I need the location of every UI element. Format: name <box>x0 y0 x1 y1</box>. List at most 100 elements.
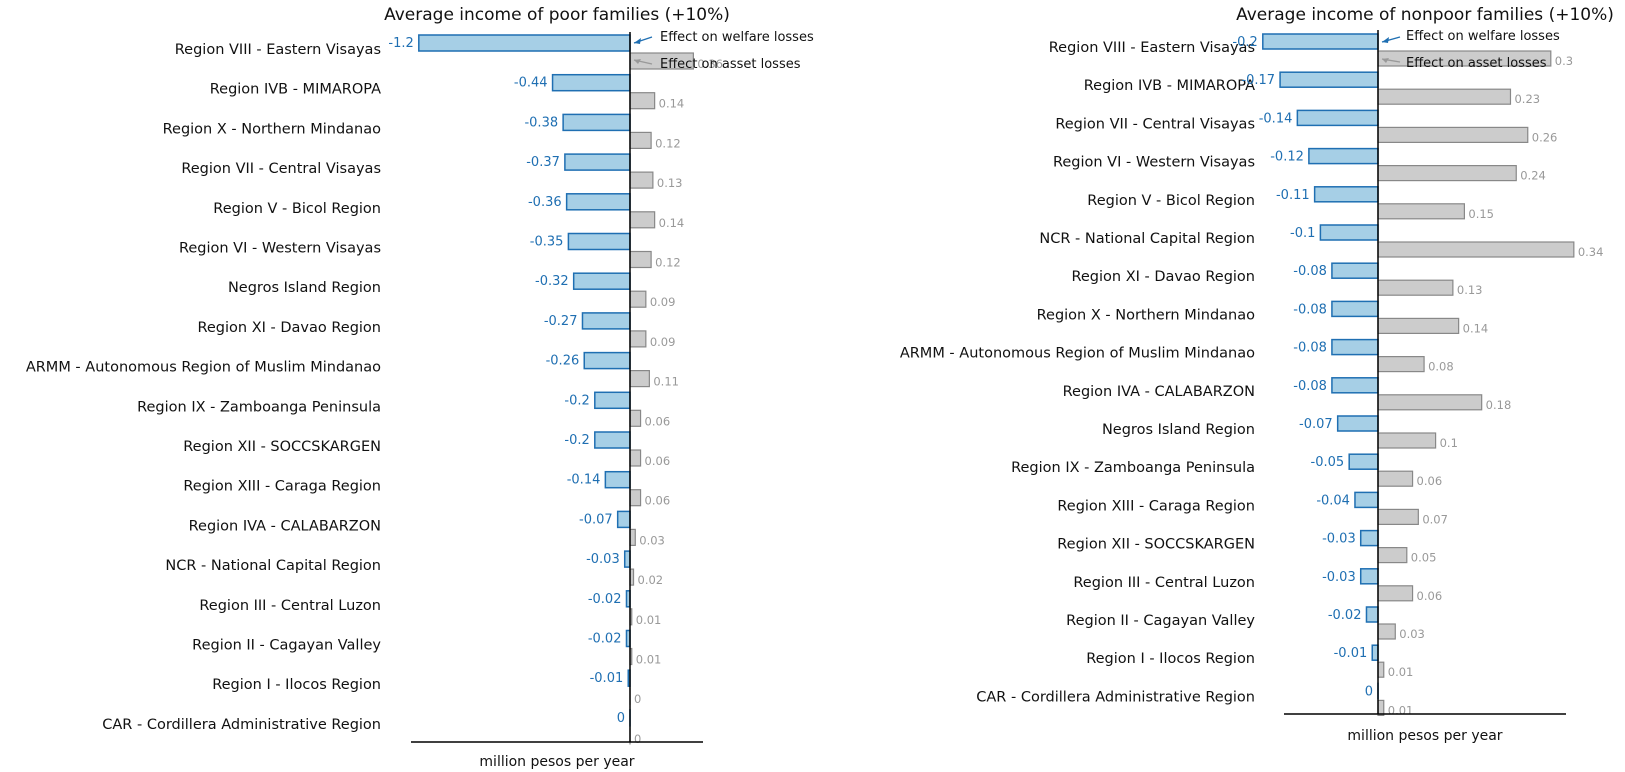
category-label: Region X - Northern Mindanao <box>163 121 382 137</box>
welfare-arrowhead-icon <box>634 38 641 44</box>
asset-bar <box>629 330 647 348</box>
asset-value-label: 0.06 <box>645 454 671 468</box>
category-label: Negros Island Region <box>1102 422 1255 438</box>
asset-bar <box>1377 470 1414 487</box>
asset-value-label: 0.23 <box>1514 92 1540 106</box>
category-label: Region IVB - MIMAROPA <box>210 82 381 98</box>
x-axis-label: million pesos per year <box>479 754 634 770</box>
welfare-bar <box>1371 644 1379 661</box>
welfare-value-label: -0.44 <box>514 76 548 91</box>
asset-value-label: 0.06 <box>1417 589 1443 603</box>
welfare-bar <box>551 73 631 92</box>
welfare-value-label: -0.12 <box>1270 150 1304 165</box>
welfare-value-label: -0.14 <box>1259 111 1293 126</box>
category-label: Region VI - Western Visayas <box>1053 155 1255 171</box>
welfare-bar <box>594 431 631 449</box>
welfare-value-label: 0 <box>617 711 625 726</box>
asset-bar <box>1377 585 1414 602</box>
asset-value-label: 0.09 <box>650 295 676 309</box>
welfare-bar <box>1359 568 1379 585</box>
asset-bar <box>629 409 642 427</box>
asset-value-label: 0.12 <box>655 256 681 270</box>
welfare-bar <box>418 34 631 52</box>
category-label: Region IVB - MIMAROPA <box>1084 78 1255 94</box>
welfare-value-label: -0.26 <box>546 354 580 369</box>
asset-value-label: 0.13 <box>1457 283 1483 297</box>
category-label: Region XI - Davao Region <box>197 320 381 336</box>
asset-value-label: 0.01 <box>636 653 662 667</box>
asset-value-label: 0.12 <box>655 136 681 150</box>
asset-bar <box>629 370 650 388</box>
asset-bar <box>629 528 636 547</box>
category-label: Region III - Central Luzon <box>1073 575 1255 591</box>
category-label: NCR - National Capital Region <box>1039 231 1255 247</box>
asset-value-label: 0.01 <box>636 613 662 627</box>
asset-bar <box>1377 317 1460 334</box>
nonpoor-families-panel: Average income of nonpoor families (+10%… <box>900 5 1614 744</box>
asset-bar <box>1377 508 1419 525</box>
welfare-value-label: -0.07 <box>579 512 613 527</box>
asset-value-label: 0.1 <box>1440 436 1458 450</box>
asset-value-label: 0.03 <box>639 533 665 547</box>
welfare-value-label: -0.03 <box>586 552 620 567</box>
category-label: Region VIII - Eastern Visayas <box>1049 40 1255 56</box>
category-label: Region V - Bicol Region <box>1087 193 1255 209</box>
asset-value-label: 0.07 <box>1422 512 1448 526</box>
asset-bar <box>629 211 656 229</box>
asset-value-label: 0.26 <box>1532 130 1558 144</box>
poor-families-panel: Average income of poor families (+10%) m… <box>26 5 814 770</box>
asset-value-label: 0 <box>634 732 641 746</box>
category-label: Region VIII - Eastern Visayas <box>175 42 381 58</box>
asset-bar <box>1377 203 1466 220</box>
asset-bar <box>1377 661 1385 678</box>
welfare-value-label: -0.35 <box>530 235 564 250</box>
asset-value-label: 0.08 <box>1428 360 1454 374</box>
category-label: Region VI - Western Visayas <box>179 241 381 257</box>
asset-bar <box>1377 165 1517 182</box>
asset-value-label: 0.13 <box>657 176 683 190</box>
asset-bar <box>1377 623 1396 640</box>
category-label: Region XI - Davao Region <box>1071 269 1255 285</box>
asset-bar <box>629 449 642 467</box>
welfare-arrowhead-icon <box>1382 37 1389 43</box>
welfare-bar <box>1359 529 1379 547</box>
welfare-value-label: -0.08 <box>1293 379 1327 394</box>
welfare-bar <box>616 510 631 529</box>
welfare-bar <box>1348 453 1379 470</box>
welfare-value-label: -0.36 <box>528 195 562 210</box>
welfare-bar <box>567 232 631 251</box>
welfare-value-label: -0.11 <box>1276 188 1310 203</box>
welfare-bar <box>1308 147 1379 165</box>
category-label: Region IX - Zamboanga Peninsula <box>1011 460 1255 476</box>
asset-value-label: 0.02 <box>638 573 664 587</box>
asset-value-label: 0.18 <box>1486 398 1512 412</box>
asset-value-label: 0 <box>634 692 641 706</box>
welfare-value-label: -0.14 <box>567 473 601 488</box>
welfare-value-label: -0.03 <box>1322 570 1356 585</box>
welfare-bar <box>583 351 631 370</box>
welfare-bar <box>581 312 631 330</box>
asset-value-label: 0.06 <box>1417 474 1443 488</box>
category-label: Region II - Cagayan Valley <box>1066 613 1255 629</box>
asset-arrowhead-icon <box>1382 58 1389 63</box>
welfare-value-label: -0.03 <box>1322 532 1356 547</box>
welfare-bar <box>1262 33 1379 50</box>
asset-bar <box>1377 699 1385 717</box>
asset-bar <box>629 290 647 308</box>
asset-value-label: 0.06 <box>645 414 671 428</box>
welfare-value-label: -0.02 <box>1328 608 1362 623</box>
asset-value-label: 0.14 <box>659 97 685 111</box>
asset-bar <box>1377 546 1408 564</box>
welfare-value-label: -0.2 <box>564 433 589 448</box>
welfare-bar <box>1279 71 1379 88</box>
category-label: CAR - Cordillera Administrative Region <box>102 717 381 733</box>
asset-value-label: 0.14 <box>1463 321 1489 335</box>
asset-bar <box>1377 394 1483 411</box>
category-label: NCR - National Capital Region <box>165 558 381 574</box>
welfare-value-label: -0.27 <box>544 314 578 329</box>
welfare-value-label: -0.01 <box>1334 646 1368 661</box>
welfare-value-label: -0.32 <box>535 274 569 289</box>
asset-value-label: 0.34 <box>1578 245 1604 259</box>
welfare-value-label: -0.02 <box>588 592 622 607</box>
chart-title: Average income of poor families (+10%) <box>384 5 730 25</box>
